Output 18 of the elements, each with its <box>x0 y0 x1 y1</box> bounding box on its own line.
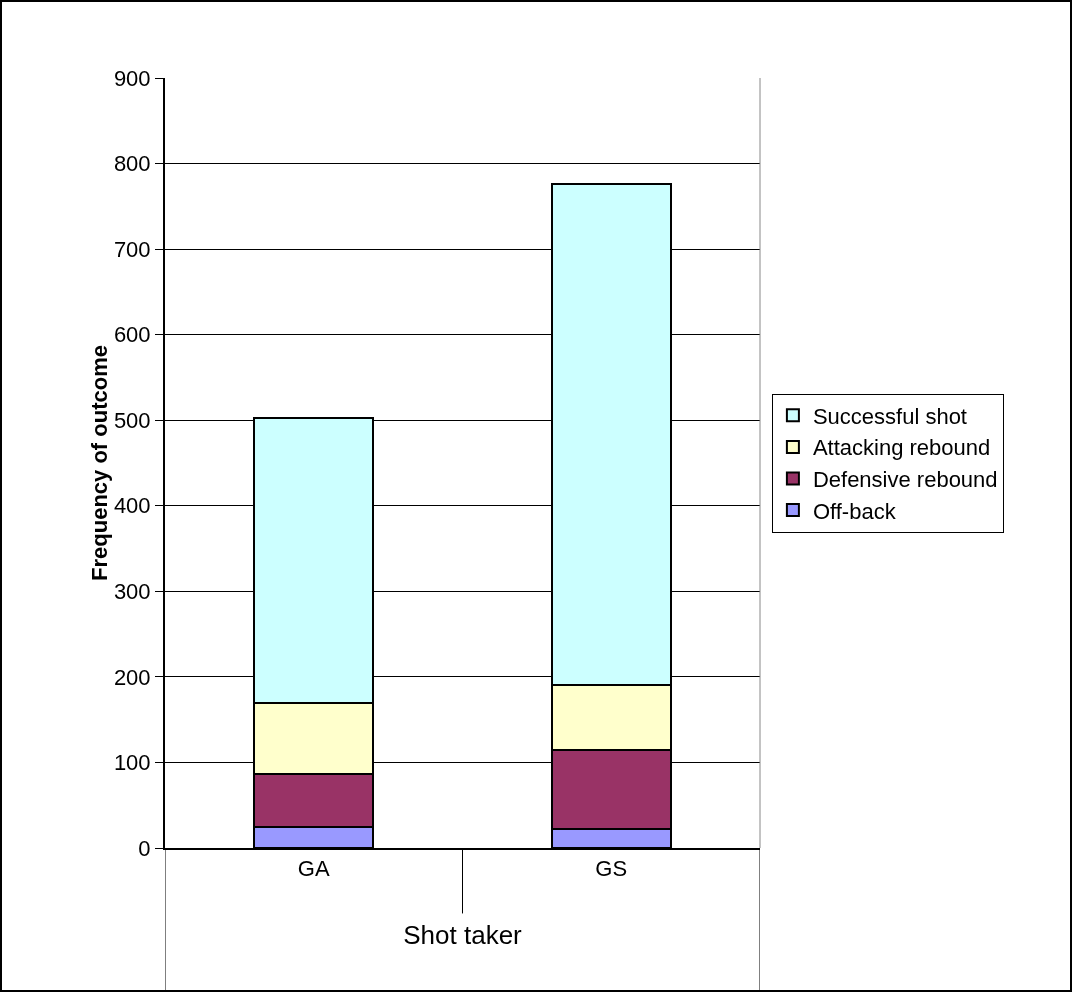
y-axis-title: Frequency of outcome <box>86 345 112 581</box>
legend-label: Defensive rebound <box>812 467 998 493</box>
y-tick-label: 100 <box>113 750 151 776</box>
y-tick-label: 800 <box>113 151 151 177</box>
y-tick-label: 400 <box>113 493 151 519</box>
y-tick-label: 500 <box>113 407 151 433</box>
y-tick-label: 0 <box>138 835 151 861</box>
y-tick-label: 200 <box>113 664 151 690</box>
y-tick-label: 900 <box>113 65 151 91</box>
legend-label: Successful shot <box>812 403 967 429</box>
x-tick-label: GS <box>595 856 628 882</box>
y-tick-label: 600 <box>113 322 151 348</box>
legend-label: Attacking rebound <box>812 435 991 461</box>
x-axis-title: Shot taker <box>403 919 523 950</box>
legend-label: Off-back <box>812 498 897 524</box>
y-tick-label: 300 <box>113 579 151 605</box>
x-tick-label: GA <box>297 856 330 882</box>
y-tick-label: 700 <box>113 236 151 262</box>
